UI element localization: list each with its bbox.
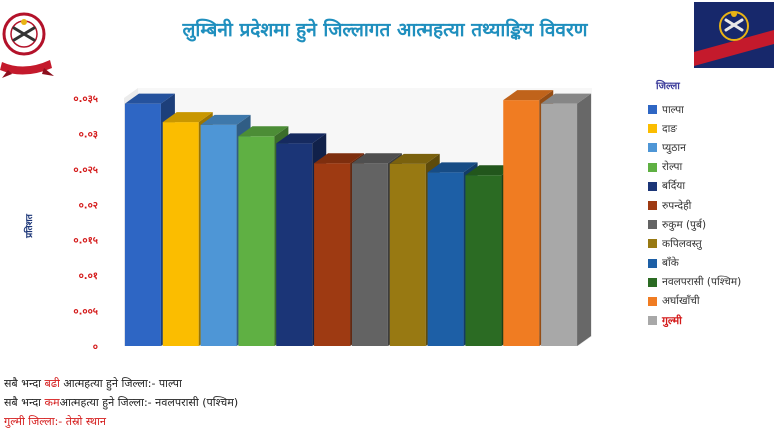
legend-item: कपिलवस्तु	[648, 234, 776, 253]
bar	[124, 103, 161, 346]
legend-swatch	[648, 316, 657, 326]
legend-item: बर्दिया	[648, 177, 776, 196]
legend-item: प्युठान	[648, 138, 776, 157]
legend-swatch	[648, 220, 657, 230]
legend-label: नवलपरासी (पश्चिम)	[662, 276, 742, 289]
bar-top	[124, 93, 175, 104]
legend-swatch	[648, 277, 657, 287]
bar-top	[465, 165, 516, 176]
legend-item: पाल्पा	[648, 100, 776, 119]
bar-top	[238, 126, 289, 137]
y-axis-title: प्रतिशत	[23, 213, 35, 239]
bar-top	[503, 90, 554, 101]
bar-top	[389, 153, 440, 164]
legend-label: कपिलवस्तु	[662, 237, 702, 250]
legend-label: गुल्मी	[662, 314, 682, 327]
legend-item: रुकुम (पुर्ब)	[648, 215, 776, 234]
legend-label: पाल्पा	[662, 103, 684, 116]
bar	[351, 163, 388, 346]
bar-top	[162, 112, 213, 123]
y-tick-label: ०.०१	[79, 271, 98, 282]
legend-swatch	[648, 258, 657, 268]
summary-notes: सबै भन्दा बढी आत्महत्या हुने जिल्ला:- पा…	[4, 376, 238, 433]
bar	[200, 124, 237, 346]
bar-top	[427, 162, 478, 173]
legend-label: रोल्पा	[662, 161, 683, 174]
bar	[276, 143, 313, 346]
legend-label: अर्घाखाँची	[662, 295, 700, 308]
y-tick-label: ०.०२	[79, 200, 98, 211]
police-emblem-left	[0, 12, 54, 78]
legend-swatch	[648, 162, 657, 172]
y-tick-label: ०.०२५	[73, 165, 98, 176]
legend-swatch	[648, 201, 657, 211]
chart-legend: जिल्ला पाल्पा दाङ प्युठान रोल्पा बर्दिया रुपन…	[648, 78, 776, 330]
bar	[389, 163, 426, 346]
legend-item: गुल्मी	[648, 311, 776, 330]
bar-top	[351, 153, 402, 164]
y-tick-label: ०.०३	[79, 129, 98, 140]
legend-item: बाँके	[648, 254, 776, 273]
legend-item: रोल्पा	[648, 158, 776, 177]
y-tick-label: ०.०१५	[73, 236, 98, 247]
bar	[465, 175, 502, 346]
legend-item: नवलपरासी (पश्चिम)	[648, 273, 776, 292]
legend-label: दाङ	[662, 122, 677, 135]
legend-swatch	[648, 105, 657, 115]
y-tick-label: ०	[93, 342, 98, 353]
y-tick-label: ०.००५	[73, 307, 98, 318]
bar-top	[276, 133, 327, 144]
page-title: लुम्बिनी प्रदेशमा हुने जिल्लागत आत्महत्य…	[182, 19, 588, 41]
note-gulmi-rank: गुल्मी जिल्ला:- तेस्रो स्थान	[4, 415, 106, 428]
legend-label: बर्दिया	[662, 180, 686, 193]
legend-label: प्युठान	[662, 141, 686, 154]
legend-item: अर्घाखाँची	[648, 292, 776, 311]
legend-swatch	[648, 143, 657, 153]
legend-title: जिल्ला	[656, 81, 680, 92]
legend-label: बाँके	[662, 257, 679, 270]
bar-chart: ० ०.००५ ०.०१ ०.०१५ ०.०२ ०.०२५ ०.०३ ०.०३५ प्रतिशत	[23, 88, 592, 353]
bar	[162, 122, 199, 346]
legend-swatch	[648, 296, 657, 306]
bar-top	[200, 114, 251, 125]
legend-swatch	[648, 239, 657, 249]
legend-swatch	[648, 181, 657, 191]
bar	[503, 100, 540, 346]
bar-top	[314, 153, 365, 164]
legend-label: रुकुम (पुर्ब)	[662, 218, 707, 231]
note-highest: सबै भन्दा बढी आत्महत्या हुने जिल्ला:- पा…	[4, 377, 182, 390]
nepal-police-flag-icon	[694, 2, 774, 68]
note-lowest: सबै भन्दा कमआत्महत्या हुने जिल्ला:- नवलप…	[4, 396, 239, 409]
y-tick-label: ०.०३५	[73, 94, 98, 105]
bar-top	[541, 93, 592, 104]
legend-label: रुपन्देही	[662, 199, 692, 212]
legend-swatch	[648, 124, 657, 134]
bar-side	[577, 93, 592, 346]
bar	[541, 103, 578, 346]
bar	[238, 136, 275, 346]
legend-item: रुपन्देही	[648, 196, 776, 215]
legend-item: दाङ	[648, 119, 776, 138]
bar	[427, 172, 464, 346]
bar	[314, 163, 351, 346]
